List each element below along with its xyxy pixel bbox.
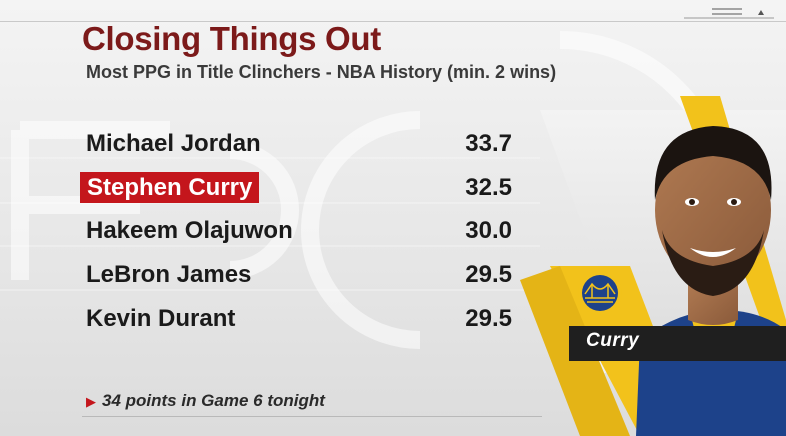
graphic-title: Closing Things Out [82,20,381,57]
row-value-5: 29.5 [465,305,512,332]
row-name-1: Michael Jordan [86,130,261,157]
footnote: ▶ 34 points in Game 6 tonight [86,391,325,411]
menu-lines-icon[interactable] [684,6,774,20]
bridge-logo-icon [578,271,622,315]
top-rule [0,21,786,22]
row-value-3: 30.0 [465,217,512,244]
graphic-subtitle: Most PPG in Title Clinchers - NBA Histor… [86,62,557,82]
player-photo-panel [520,96,786,436]
row-value-2: 32.5 [465,174,512,201]
footnote-text: 34 points in Game 6 tonight [102,391,325,410]
row-value-4: 29.5 [465,261,512,288]
player-head [655,138,771,282]
row-name-4: LeBron James [86,261,252,288]
row-name-2-highlighted: Stephen Curry [80,172,260,203]
player-name-label: Curry [586,330,640,351]
row-name-5: Kevin Durant [86,305,236,332]
row-value-1: 33.7 [465,130,512,157]
row-name-3: Hakeem Olajuwon [86,217,293,244]
player-name-plate: Curry [569,326,786,361]
triangle-right-icon: ▶ [86,394,96,409]
footnote-rule [82,416,542,417]
